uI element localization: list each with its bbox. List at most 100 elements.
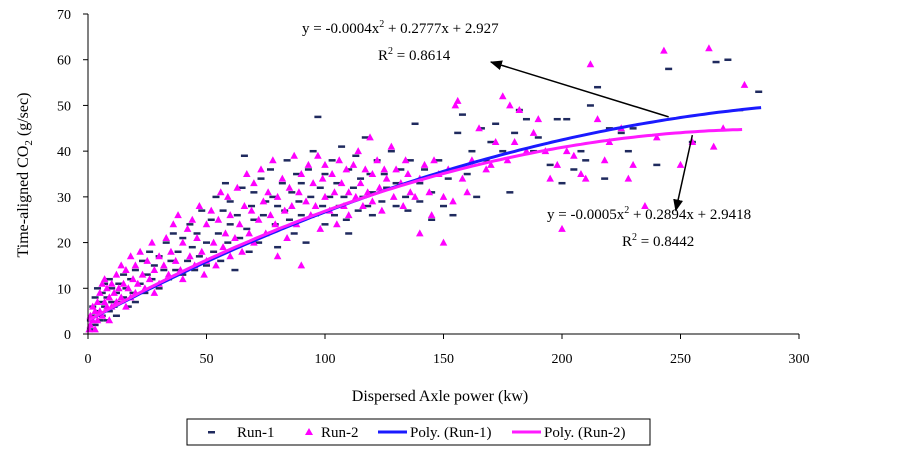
run2-point [266,211,275,219]
run1-point [122,287,130,290]
run1-point [316,186,324,190]
run2-point [100,275,109,283]
run2-point [392,165,400,173]
run1-point [112,314,120,318]
run1-point [326,195,334,199]
run2-point [321,192,329,200]
run1-point [188,245,196,249]
run1-point [397,168,405,171]
run2-point [145,275,154,283]
run2-point [155,252,163,260]
run2-point [133,279,142,287]
run2-point [122,266,130,273]
run2-point [98,311,107,319]
run1-point [93,287,101,290]
run1-point [221,181,229,185]
run1-point [468,149,476,153]
run2-point [207,206,216,214]
run2-point [333,220,341,228]
run1-point [338,145,346,148]
run2-point [653,133,661,141]
run1-point [212,195,220,199]
run2-point [179,238,187,246]
run2-point [143,256,152,264]
run1-point [285,218,293,222]
run2-point [629,160,637,168]
run1-point [179,236,187,240]
run2-point [368,170,377,177]
run2-point [411,192,419,200]
run1-point [266,168,274,171]
run2-point [257,165,265,173]
run1-point [755,90,763,94]
run2-point [200,270,208,278]
legend-item-run2: Run-2 [305,425,359,441]
run1-point [380,172,388,176]
legend-box [186,418,651,446]
run1-point [255,241,263,244]
run1-point [653,163,661,167]
y-tick-label: 60 [57,54,71,69]
run2-point [316,224,325,232]
run1-point [458,113,466,116]
run2-point [475,124,483,132]
run2-point [453,96,462,104]
run2-point [498,92,507,100]
run1-point [378,200,386,203]
r-squared-run1: R2 = 0.8614 [378,46,451,64]
run1-point [428,218,436,222]
run1-point [463,172,471,176]
run2-point [242,170,251,177]
run2-point [506,101,514,109]
run2-point [676,160,685,168]
run2-point [335,156,344,164]
run2-point [96,288,104,296]
run2-point [285,183,294,191]
run1-point [103,319,111,322]
run2-point [399,202,408,209]
run2-point [309,179,317,187]
run1-point [297,181,305,185]
run1-point [108,300,116,304]
run1-point [129,291,137,295]
annotation-run2: y = -0.0005x2 + 0.2894x + 2.9418 R2 = 0.… [547,134,751,250]
run1-point [148,277,156,281]
run1-point [330,213,338,217]
run2-point [119,279,128,287]
run1-point [131,268,139,272]
run1-point [302,241,310,244]
run2-point [378,206,386,214]
run2-point [406,188,415,196]
run1-point [179,273,187,276]
run1-point [174,250,182,254]
run2-point [290,151,298,159]
run2-point [304,160,313,168]
run2-point [110,288,118,296]
run2-point [240,202,249,209]
run1-point [624,149,632,153]
run1-point [586,104,594,107]
run2-point [363,188,372,196]
run2-point [126,252,135,260]
y-axis-title-subscript: 2 [23,140,35,146]
run2-point [740,80,749,88]
y-tick-label: 20 [57,237,71,252]
run1-point [499,149,507,153]
run1-point [120,296,128,299]
run1-point [124,305,132,308]
run2-point [342,165,351,173]
run1-point [293,172,301,176]
run2-point [183,224,192,232]
run2-point [534,115,543,123]
run2-point [100,298,109,305]
run2-point [250,179,258,187]
run1-point [245,250,253,254]
run1-point [366,172,374,176]
run1-point [112,291,120,295]
run2-point [115,284,123,292]
x-tick-label: 100 [315,352,336,367]
run1-point [368,191,376,194]
run1-point [248,204,256,208]
run1-point [172,268,180,272]
